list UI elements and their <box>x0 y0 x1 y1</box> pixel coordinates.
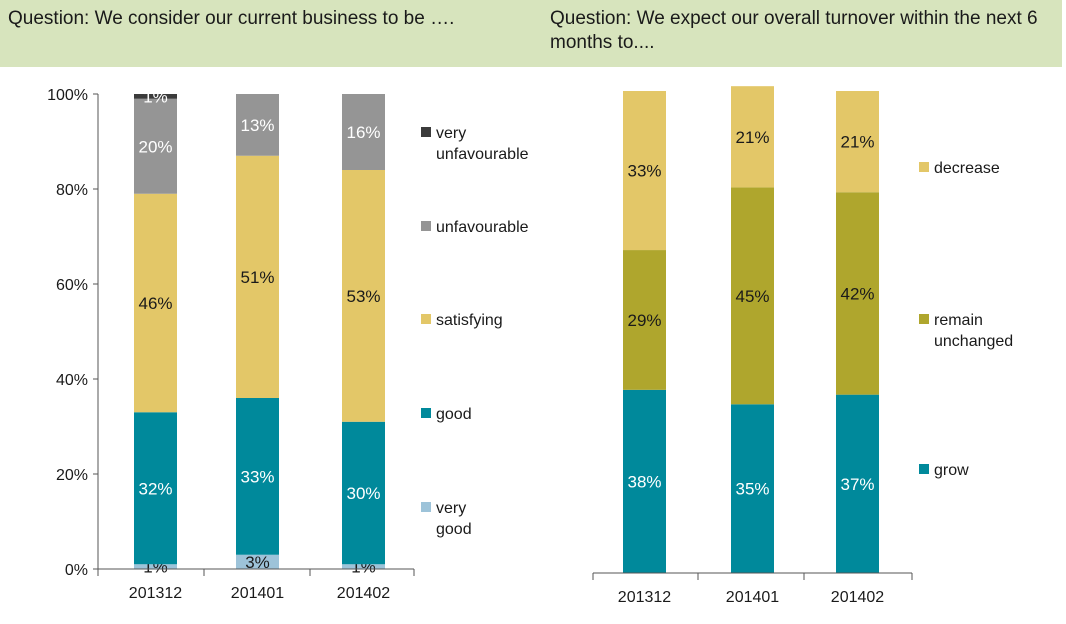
chart-2-bar-201402-grow <box>836 394 879 573</box>
chart-2-bar-201402-decrease <box>836 91 879 193</box>
chart-1-bar-201402-satisfying <box>342 170 385 422</box>
chart-2-bar-201312-grow <box>623 389 666 573</box>
chart-1-data-label: 20% <box>138 137 172 156</box>
chart-1-bar-201312-unfavourable <box>134 98 177 194</box>
chart-1-data-label: 51% <box>240 268 274 287</box>
chart-1-data-label: 53% <box>346 287 380 306</box>
chart-1-bar-201312-very-unfavourable <box>134 94 177 99</box>
chart-1-x-tick-label: 201401 <box>231 585 284 602</box>
chart-2-x-tick-label: 201401 <box>726 589 779 606</box>
chart-1-bar-201401-unfavourable <box>236 94 279 156</box>
chart-2-legend-swatch <box>919 464 929 474</box>
chart-2-data-label: 29% <box>627 311 661 330</box>
chart-1-y-tick-label: 40% <box>56 372 88 389</box>
chart-2-legend-label-cont: unchanged <box>934 333 1013 350</box>
chart-1-y-tick-label: 0% <box>65 562 88 579</box>
chart-1-legend-label: very <box>436 500 466 517</box>
chart-2-data-label: 37% <box>840 475 874 494</box>
chart-1-bar-201402-good <box>342 421 385 565</box>
chart-2-bar-201312-decrease <box>623 91 666 251</box>
chart-1-x-tick-label: 201402 <box>337 585 390 602</box>
chart-1-legend-label-cont: unfavourable <box>436 146 529 163</box>
chart-2-data-label: 42% <box>840 284 874 303</box>
chart-2-bar-201402-remain-unchanged <box>836 192 879 395</box>
chart-1-data-label: 46% <box>138 294 172 313</box>
chart-1-bar-201401-very-good <box>236 554 279 569</box>
chart-2-bar-201401-remain-unchanged <box>731 187 774 405</box>
chart-1-bar-201402-unfavourable <box>342 94 385 170</box>
chart-1-legend-swatch <box>421 221 431 231</box>
chart-2-title: Question: We expect our overall turnover… <box>544 0 1062 67</box>
chart-1-legend-label-cont: good <box>436 521 472 538</box>
chart-2-data-label: 35% <box>735 480 769 499</box>
chart-2-legend-label: decrease <box>934 160 1000 177</box>
chart-1-legend-label: very <box>436 125 466 142</box>
chart-1-data-label: 33% <box>240 467 274 486</box>
chart-1-data-label: 30% <box>346 484 380 503</box>
chart-1-bar-201401-satisfying <box>236 155 279 398</box>
chart-1-legend-swatch <box>421 502 431 512</box>
chart-1-bar-201312-good <box>134 412 177 565</box>
chart-2-legend-label: grow <box>934 462 969 479</box>
chart-1-y-tick-label: 100% <box>47 87 88 104</box>
chart-1-bar-201401-good <box>236 398 279 555</box>
chart-1-bar-201312-very-good <box>134 564 177 569</box>
chart-2-legend-swatch <box>919 314 929 324</box>
chart-2-data-label: 21% <box>840 133 874 152</box>
chart-2-x-tick-label: 201312 <box>618 589 671 606</box>
chart-1-legend-label: satisfying <box>436 312 503 329</box>
chart-1-data-label: 32% <box>138 479 172 498</box>
chart-1-data-label: 13% <box>240 116 274 135</box>
chart-2-bar-201401-grow <box>731 404 774 573</box>
chart-1-data-label: 1% <box>143 87 168 106</box>
chart-1-x-tick-label: 201312 <box>129 585 182 602</box>
chart-2-data-label: 33% <box>627 162 661 181</box>
chart-2-data-label: 21% <box>735 128 769 147</box>
chart-2-bar-201312-remain-unchanged <box>623 250 666 390</box>
chart-1-bar-201402-very-good <box>342 564 385 569</box>
chart-2-legend-swatch <box>919 162 929 172</box>
chart-1-y-tick-label: 60% <box>56 277 88 294</box>
chart-1-data-label: 3% <box>245 553 270 572</box>
chart-1-y-tick-label: 20% <box>56 467 88 484</box>
chart-1-legend-swatch <box>421 127 431 137</box>
chart-1-title: Question: We consider our current busine… <box>0 0 544 67</box>
chart-1-data-label: 16% <box>346 123 380 142</box>
chart-2-x-tick-label: 201402 <box>831 589 884 606</box>
chart-1-legend-swatch <box>421 408 431 418</box>
chart-2-bar-201401-decrease <box>731 86 774 188</box>
chart-2-data-label: 38% <box>627 472 661 491</box>
chart-1-legend-label: unfavourable <box>436 219 529 236</box>
chart-1-legend-label: good <box>436 406 472 423</box>
chart-1-y-tick-label: 80% <box>56 182 88 199</box>
chart-1-legend-swatch <box>421 314 431 324</box>
chart-1-bar-201312-satisfying <box>134 193 177 413</box>
chart-2-data-label: 45% <box>735 287 769 306</box>
chart-2-legend-label: remain <box>934 312 983 329</box>
